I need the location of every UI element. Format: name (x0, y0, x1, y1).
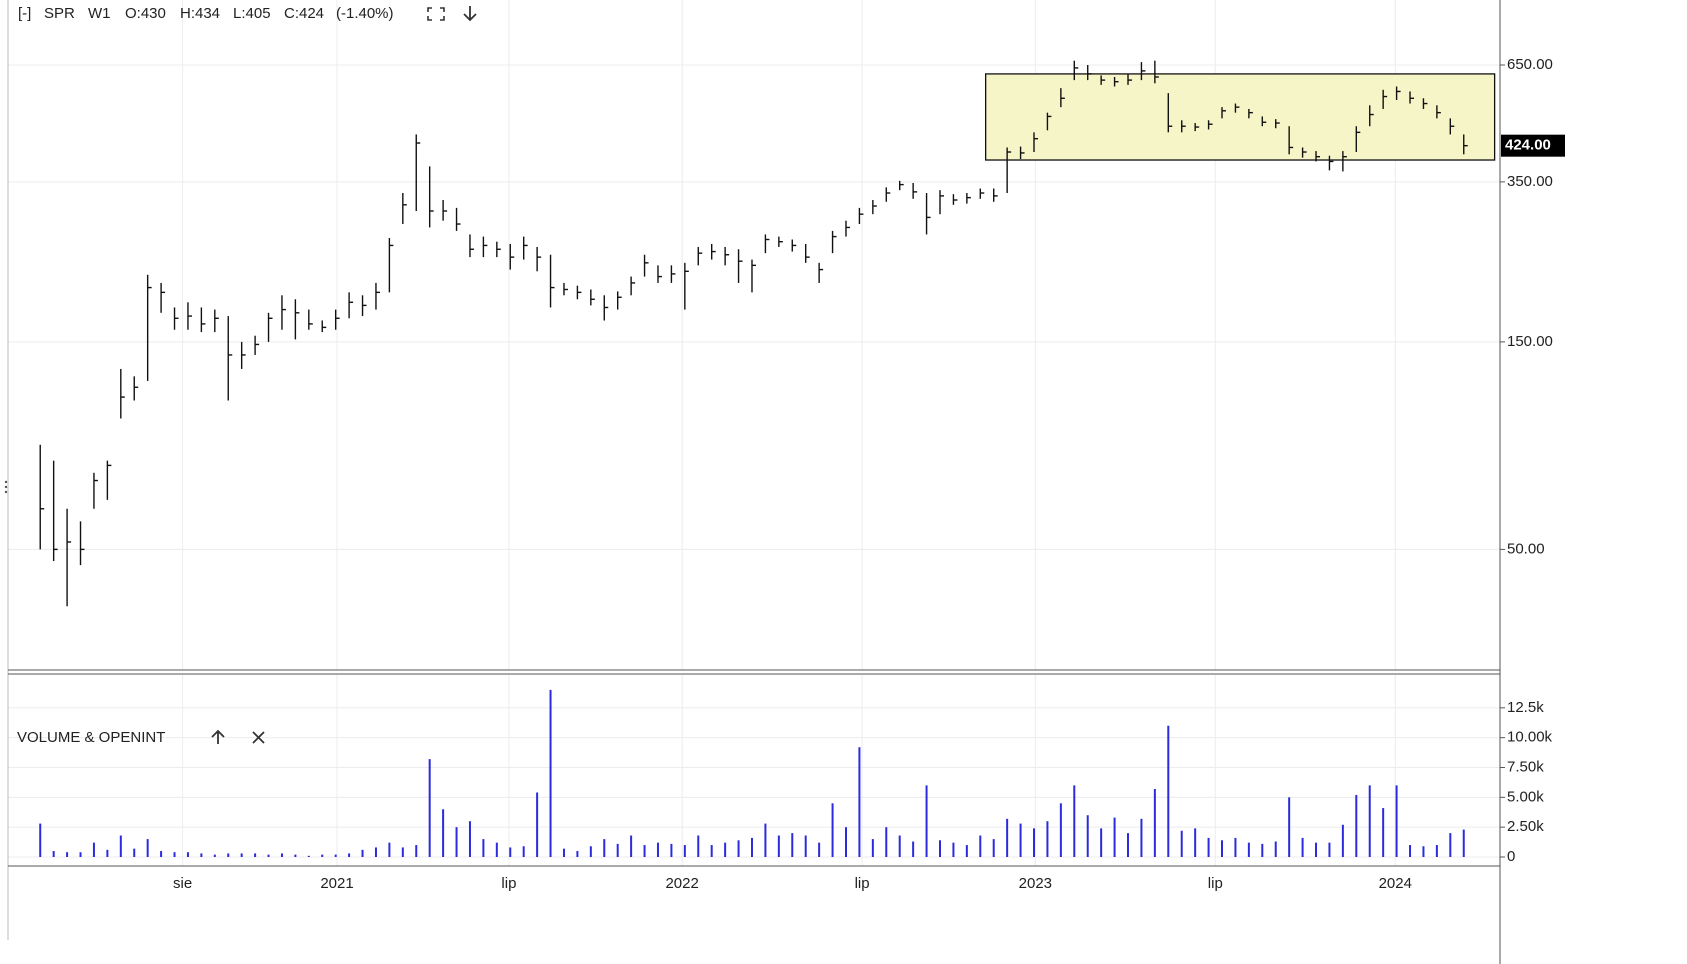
download-icon[interactable] (463, 6, 477, 22)
x-tick-label: 2021 (320, 875, 353, 892)
high: H:434 (180, 5, 220, 22)
last-price-label: 424.00 (1505, 137, 1551, 154)
plot (39, 60, 1496, 857)
y-tick-label: 50.00 (1507, 540, 1545, 557)
menu-dots[interactable] (4, 480, 8, 494)
y-tick-label: 2.50k (1507, 818, 1544, 835)
close-icon[interactable] (252, 731, 265, 744)
grid (8, 0, 1500, 866)
x-tick-label: lip (855, 875, 870, 892)
interval: W1 (88, 5, 111, 22)
y-tick-label: 7.50k (1507, 758, 1544, 775)
y-tick-label: 350.00 (1507, 173, 1553, 190)
change: (-1.40%) (336, 5, 394, 22)
fullscreen-icon[interactable] (427, 7, 445, 21)
y-tick-label: 12.5k (1507, 699, 1544, 716)
toggle[interactable]: [-] (18, 5, 31, 22)
low: L:405 (233, 5, 271, 22)
last-price-marker (1501, 134, 1565, 157)
header: [-] SPR W1 O:430 H:434 L:405 C:424 (-1.4… (18, 5, 477, 22)
x-tick-label: 2022 (665, 875, 698, 892)
x-tick-label: 2024 (1379, 875, 1412, 892)
y-tick-label: 5.00k (1507, 788, 1544, 805)
y-tick-label: 10.00k (1507, 729, 1553, 746)
y-tick-label: 150.00 (1507, 333, 1553, 350)
x-tick-label: sie (173, 875, 192, 892)
volume-title: VOLUME & OPENINT (17, 729, 165, 746)
x-tick-label: lip (1208, 875, 1223, 892)
open: O:430 (125, 5, 166, 22)
symbol: SPR (44, 5, 75, 22)
close: C:424 (284, 5, 324, 22)
x-tick-label: lip (501, 875, 516, 892)
annotation-box (985, 73, 1496, 161)
x-tick-label: 2023 (1019, 875, 1052, 892)
move-up-icon[interactable] (211, 729, 225, 744)
y-tick-label: 650.00 (1507, 56, 1553, 73)
y-tick-label: 0 (1507, 848, 1515, 865)
